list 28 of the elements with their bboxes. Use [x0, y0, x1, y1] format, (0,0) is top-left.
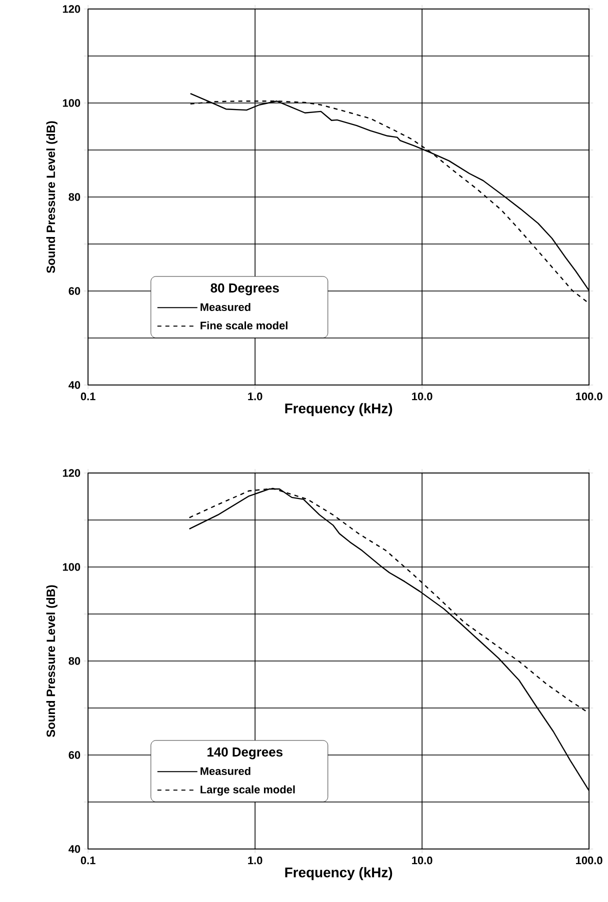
legend-label: Fine scale model: [200, 321, 288, 330]
x-tick-label: 0.1: [80, 856, 96, 864]
y-tick-label: 60: [68, 751, 80, 759]
y-tick-label: 80: [68, 657, 80, 665]
x-tick-label: 100.0: [576, 856, 602, 864]
legend-label: Measured: [200, 766, 250, 775]
x-tick-label: 10.0: [412, 856, 432, 864]
legend-title: 80 Degrees: [210, 283, 279, 296]
x-tick-label: 100.0: [576, 392, 602, 400]
x-tick-label: 0.1: [80, 392, 96, 400]
legend-title: 140 Degrees: [208, 747, 282, 760]
y-axis-title: Sound Pressure Level (dB): [46, 121, 58, 274]
y-tick-label: 120: [62, 469, 80, 477]
x-tick-label: 1.0: [248, 856, 262, 864]
y-axis-title: Sound Pressure Level (dB): [46, 585, 58, 738]
x-tick-label: 10.0: [412, 392, 432, 400]
y-tick-label: 60: [68, 287, 80, 295]
y-tick-label: 40: [68, 381, 80, 389]
x-tick-label: 1.0: [248, 392, 262, 400]
y-tick-label: 100: [62, 563, 80, 571]
legend-label: Large scale model: [200, 785, 295, 796]
legend-label: Measured: [200, 302, 250, 311]
y-tick-label: 120: [62, 5, 80, 13]
x-axis-title: Frequency (kHz): [285, 403, 392, 416]
y-tick-label: 40: [68, 845, 80, 853]
y-tick-label: 80: [68, 193, 80, 201]
y-tick-label: 100: [62, 99, 80, 107]
x-axis-title: Frequency (kHz): [285, 867, 392, 880]
